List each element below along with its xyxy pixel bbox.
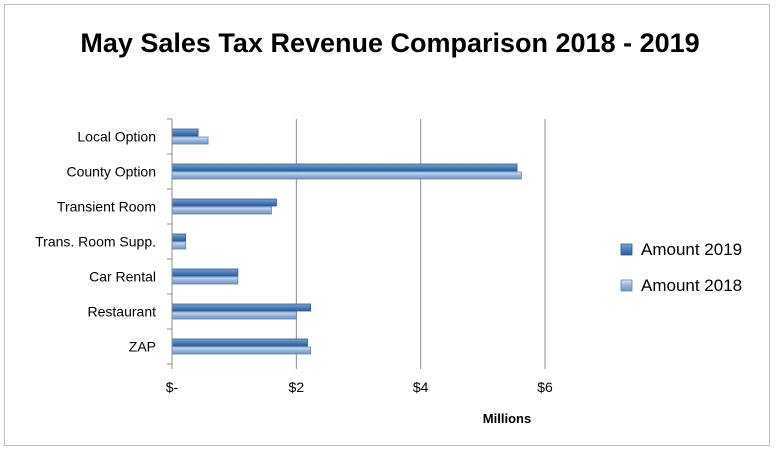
bar-amount-2018 [171, 346, 312, 355]
y-tick-label: ZAP [129, 339, 156, 355]
bar-amount-2019 [171, 303, 312, 312]
y-tick-label: Transient Room [57, 199, 156, 215]
gridlines [295, 119, 546, 364]
y-tick-label: County Option [67, 164, 157, 180]
x-tick-label: $- [166, 379, 179, 395]
bar-amount-2018 [171, 136, 209, 145]
bar-amount-2018 [171, 206, 272, 215]
tick-labels: $- $2 $4 $6 Local Option County Option Transie… [35, 129, 553, 396]
x-axis-title: Millions [483, 411, 531, 426]
legend-label: Amount 2019 [641, 240, 742, 259]
bar-amount-2018 [171, 171, 522, 180]
bar-amount-2019 [171, 128, 199, 137]
bar-amount-2019 [171, 233, 187, 242]
y-tick-label: Restaurant [88, 304, 157, 320]
chart-frame [4, 4, 770, 446]
x-tick-label: $4 [413, 379, 429, 395]
y-tick-label: Local Option [77, 129, 156, 145]
y-tick-label: Car Rental [89, 269, 156, 285]
chart-title: May Sales Tax Revenue Comparison 2018 - … [80, 28, 700, 58]
legend-label: Amount 2018 [641, 276, 742, 295]
bar-amount-2018 [171, 241, 187, 250]
bar-amount-2019 [171, 198, 277, 207]
bar-amount-2018 [171, 276, 239, 285]
x-tick-label: $6 [537, 379, 553, 395]
legend: Amount 2019 Amount 2018 [620, 240, 742, 295]
bar-amount-2019 [171, 338, 308, 347]
x-tick-label: $2 [289, 379, 305, 395]
legend-swatch [620, 243, 633, 256]
bar-amount-2019 [171, 268, 239, 277]
bars [171, 128, 522, 355]
y-tick-label: Trans. Room Supp. [35, 234, 156, 250]
bar-amount-2019 [171, 163, 518, 172]
axes [167, 118, 546, 369]
legend-swatch [620, 279, 633, 292]
bar-amount-2018 [171, 311, 297, 320]
